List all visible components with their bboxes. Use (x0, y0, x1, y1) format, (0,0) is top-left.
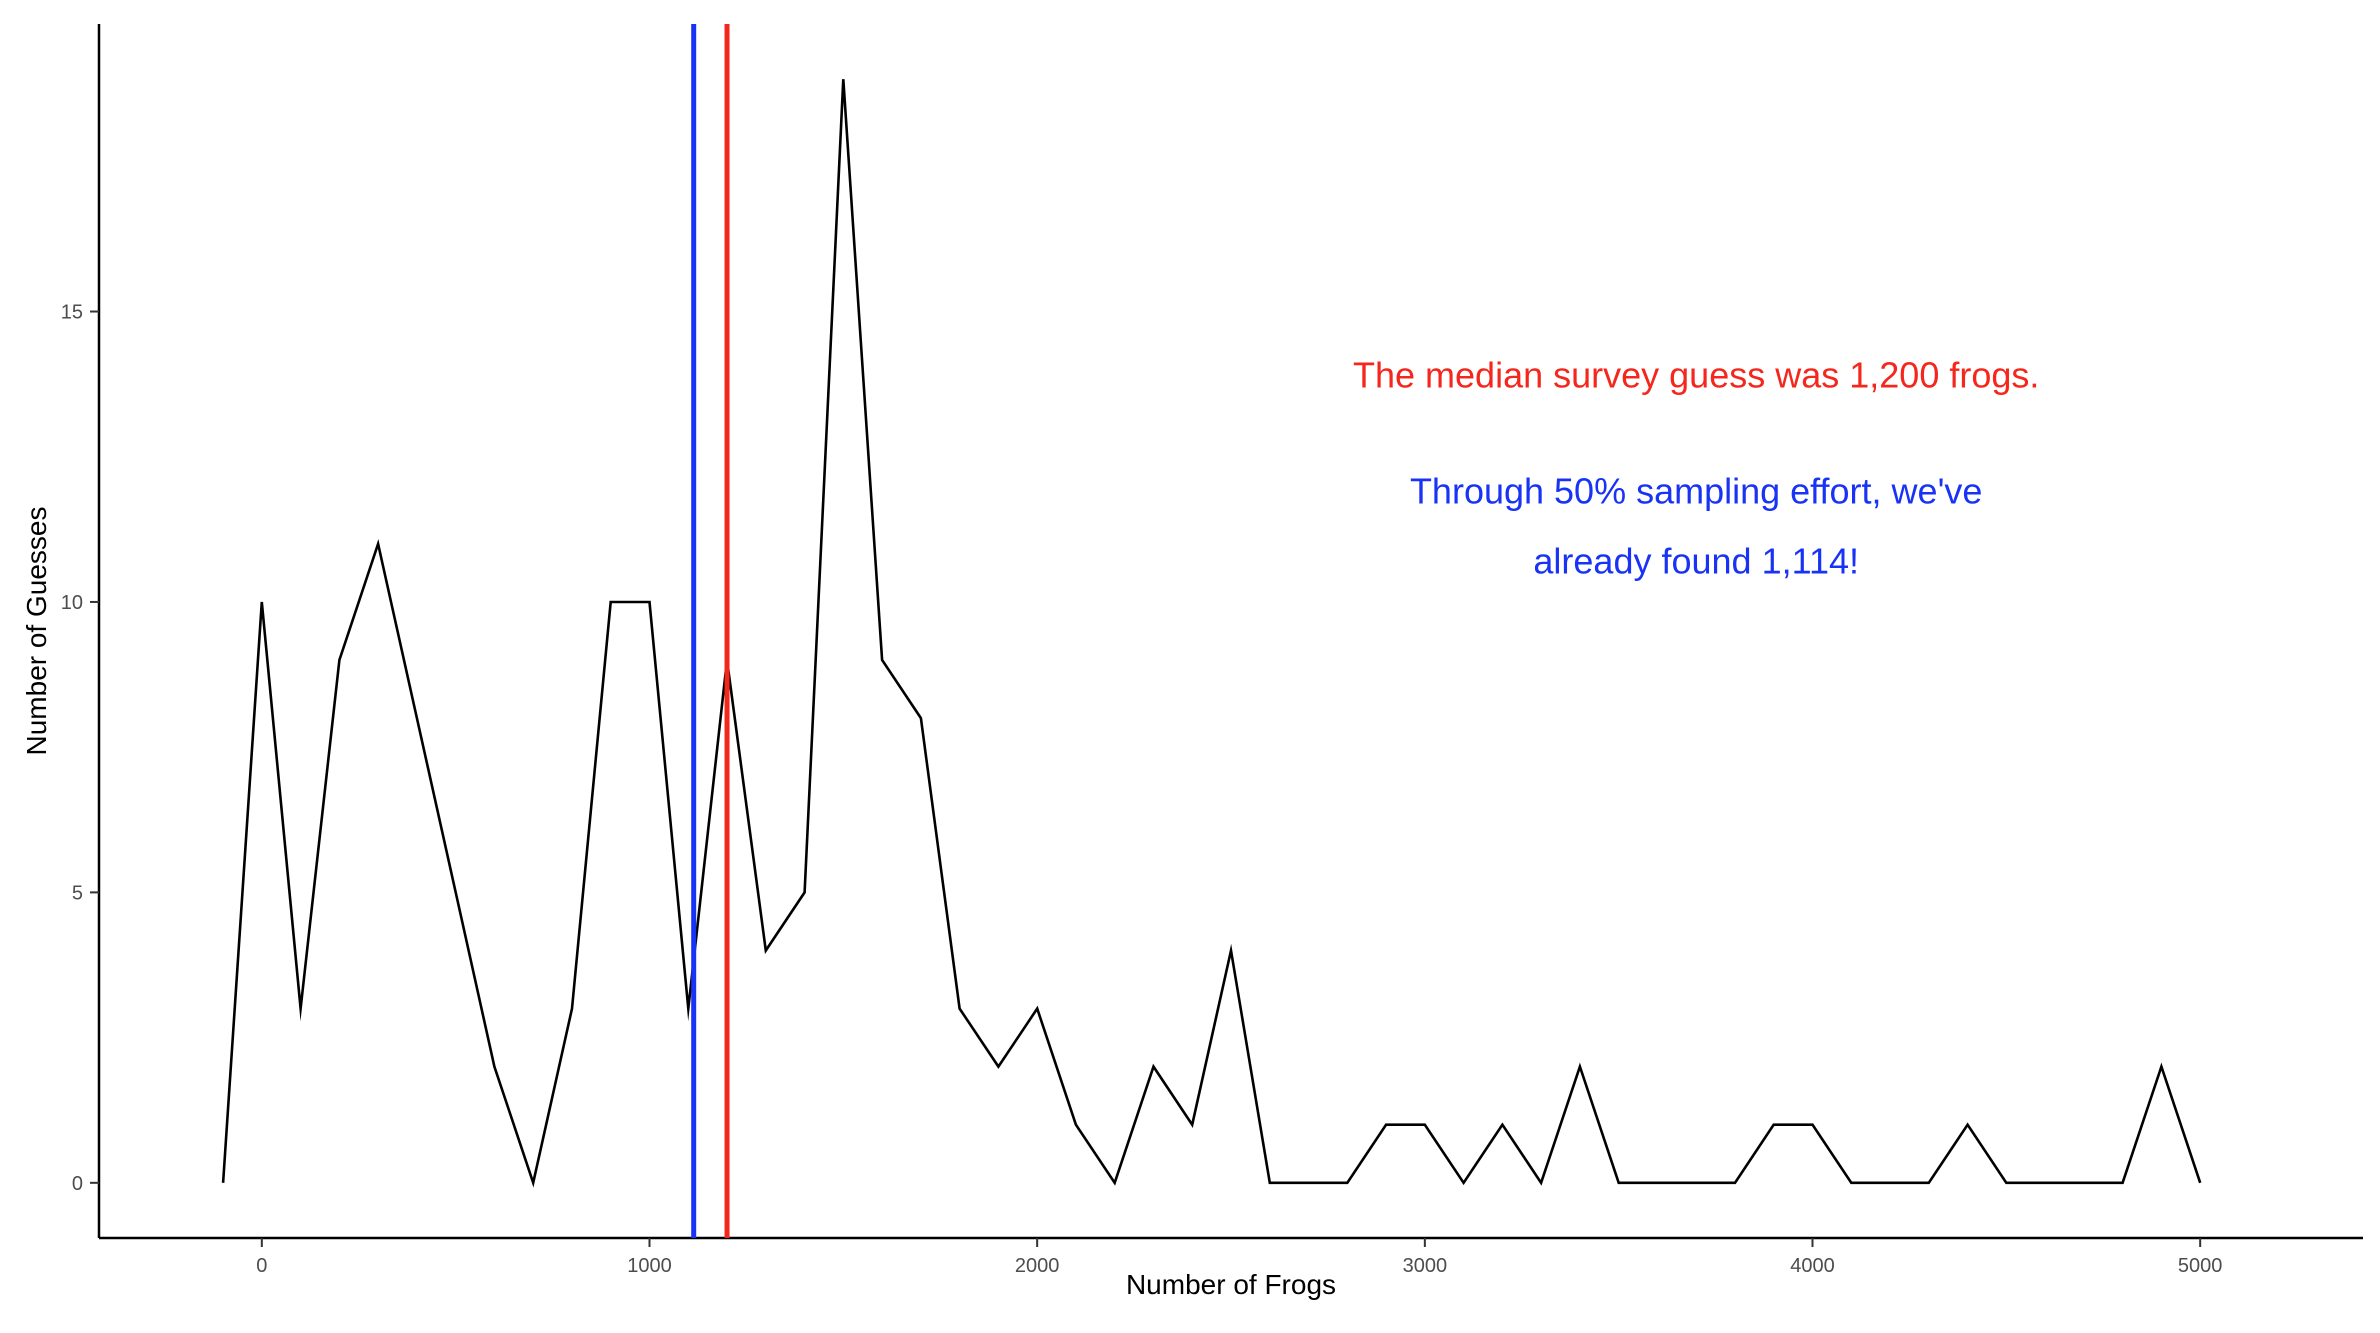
x-tick-label: 3000 (1403, 1255, 1448, 1277)
data-layer (221, 79, 2202, 1188)
annotation-layer: The median survey guess was 1,200 frogs.… (1353, 354, 2039, 581)
axes-layer: 0 1000 2000 3000 4000 5000 0 5 10 15 (61, 24, 2363, 1277)
x-tick-label: 1000 (627, 1255, 672, 1277)
y-tick-label: 5 (72, 882, 83, 904)
annotation-text: The median survey guess was 1,200 frogs. (1353, 354, 2039, 395)
series-line (221, 79, 2202, 1188)
x-tick-label: 4000 (1790, 1255, 1835, 1277)
annotation-text: already found 1,114! (1533, 540, 1859, 581)
y-tick-label: 0 (72, 1173, 83, 1195)
x-tick-label: 2000 (1015, 1255, 1060, 1277)
x-tick-label: 0 (256, 1255, 267, 1277)
y-tick-label: 10 (61, 592, 83, 614)
annotation-text: Through 50% sampling effort, we've (1410, 471, 1983, 512)
y-axis-title: Number of Guesses (21, 507, 52, 756)
x-axis-title: Number of Frogs (1126, 1269, 1336, 1300)
x-tick-label: 5000 (2178, 1255, 2223, 1277)
reference-lines-layer (691, 24, 730, 1238)
y-tick-label: 15 (61, 302, 83, 324)
